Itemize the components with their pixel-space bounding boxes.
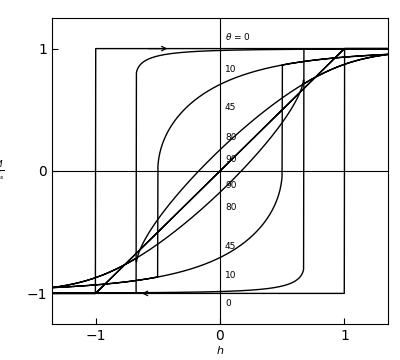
Text: 45: 45: [225, 103, 236, 112]
Text: 80: 80: [225, 203, 236, 212]
Text: 80: 80: [225, 134, 236, 143]
Text: $\frac{M}{M_s}$: $\frac{M}{M_s}$: [0, 159, 5, 183]
X-axis label: h: h: [216, 346, 224, 356]
Text: 10: 10: [225, 65, 236, 74]
Text: 90: 90: [225, 181, 236, 190]
Text: 0: 0: [225, 299, 231, 308]
Text: 90: 90: [225, 156, 236, 165]
Text: $\theta$ = 0: $\theta$ = 0: [225, 31, 251, 42]
Text: 45: 45: [225, 242, 236, 251]
Text: 10: 10: [225, 271, 236, 279]
